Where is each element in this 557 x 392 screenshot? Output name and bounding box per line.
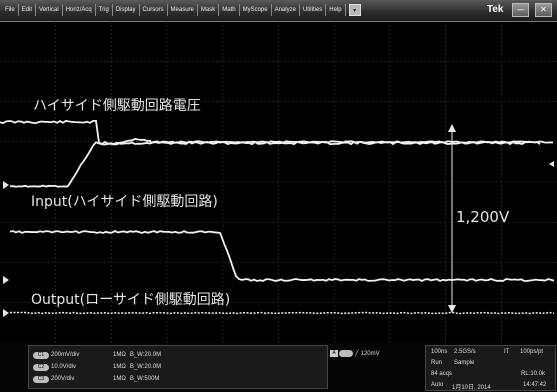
channel-bandwidth: B_W:20.0M xyxy=(129,364,162,370)
label-input: Input(ハイサイド側駆動回路) xyxy=(31,194,218,210)
menu-dropdown-icon[interactable]: ▾ xyxy=(348,4,361,16)
menu-utilities[interactable]: Utilities xyxy=(300,4,327,16)
trigger-level: 120mV xyxy=(360,350,380,357)
it-label: IT xyxy=(504,349,510,355)
menu-help[interactable]: Help xyxy=(326,4,346,16)
trigger-source: A xyxy=(330,350,338,357)
label-high-side-voltage: ハイサイド側駆動回路電圧 xyxy=(33,98,201,114)
resolution: 100ps/pt xyxy=(520,349,544,355)
menu-horiz-acq[interactable]: Horiz/Acq xyxy=(63,4,96,16)
label-output: Output(ローサイド側駆動回路) xyxy=(31,292,231,308)
measurement-label: 1,200V xyxy=(456,208,510,226)
date: 1月10日, 2014 xyxy=(452,385,491,391)
channel-badge: C3 xyxy=(33,375,49,383)
trigger-level-marker-icon[interactable] xyxy=(549,161,554,167)
trigger-readout[interactable]: A ╱ 120mV xyxy=(330,350,380,357)
menu-analyze[interactable]: Analyze xyxy=(272,4,300,16)
menu-list: File Edit Vertical Horiz/Acq Trig Displa… xyxy=(2,4,361,16)
trigger-channel-badge xyxy=(339,350,353,357)
menu-edit[interactable]: Edit xyxy=(19,4,37,16)
ch1-ground-marker-icon[interactable] xyxy=(3,181,9,189)
ch3-ground-marker-icon[interactable] xyxy=(3,309,9,317)
channel-bandwidth: B_W:500M xyxy=(129,376,160,382)
menu-bar: File Edit Vertical Horiz/Acq Trig Displa… xyxy=(0,0,557,22)
channel-badge: C2 xyxy=(33,363,49,371)
menu-trig[interactable]: Trig xyxy=(96,4,113,16)
channel-scale: 200V/div xyxy=(51,376,75,382)
trace-input-signal xyxy=(9,230,555,282)
channel-scale: 10.0V/div xyxy=(51,364,77,370)
brand-logo: Tek xyxy=(487,4,504,15)
channel-bandwidth: B_W:20.0M xyxy=(129,352,162,358)
sample-rate: 2.5GS/s xyxy=(454,349,476,355)
channel-scale: 200mV/div xyxy=(51,352,80,358)
run-mode: Run xyxy=(431,360,443,366)
timebase: 100ns xyxy=(431,349,448,355)
channel-row[interactable]: C2 10.0V/div 1MΩ B_W:20.0M xyxy=(33,362,161,372)
rising-edge-icon: ╱ xyxy=(355,351,359,357)
acquisition-panel[interactable]: 100ns 2.5GS/s IT 100ps/pt Run Sample 84 … xyxy=(425,345,556,391)
channel-badge: C1 xyxy=(33,351,49,359)
menu-mask[interactable]: Mask xyxy=(198,4,220,16)
acq-count: 84 acqs xyxy=(431,371,453,377)
trace-output xyxy=(9,311,555,315)
channel-impedance: 1MΩ xyxy=(113,364,126,370)
channel-row[interactable]: C1 200mV/div 1MΩ B_W:20.0M xyxy=(33,350,161,360)
time: 14:47:42 xyxy=(523,382,547,388)
graticule xyxy=(0,21,557,343)
channel-impedance: 1MΩ xyxy=(113,352,126,358)
menu-vertical[interactable]: Vertical xyxy=(36,4,63,16)
ch2-ground-marker-icon[interactable] xyxy=(3,276,9,284)
menu-display[interactable]: Display xyxy=(113,4,140,16)
channel-impedance: 1MΩ xyxy=(113,376,126,382)
close-button[interactable]: ✕ xyxy=(535,3,552,17)
record-length: RL:10.0k xyxy=(521,371,546,377)
acq-mode: Sample xyxy=(454,360,475,366)
channel-settings-panel[interactable]: C1 200mV/div 1MΩ B_W:20.0M C2 10.0V/div … xyxy=(28,345,328,389)
menu-cursors[interactable]: Cursors xyxy=(140,4,168,16)
minimize-button[interactable]: — xyxy=(512,3,529,17)
arrow-up-icon xyxy=(448,124,456,132)
channel-row[interactable]: C3 200V/div 1MΩ B_W:500M xyxy=(33,374,159,384)
trace-high-side-voltage xyxy=(0,119,541,146)
trigger-mode: Auto xyxy=(431,382,444,388)
trace-high-side-drive xyxy=(9,137,554,188)
menu-math[interactable]: Math xyxy=(219,4,240,16)
waveform-display xyxy=(0,21,557,343)
menu-measure[interactable]: Measure xyxy=(168,4,198,16)
menu-myscope[interactable]: MyScope xyxy=(240,4,272,16)
arrow-down-icon xyxy=(448,305,456,313)
menu-file[interactable]: File xyxy=(2,4,19,16)
